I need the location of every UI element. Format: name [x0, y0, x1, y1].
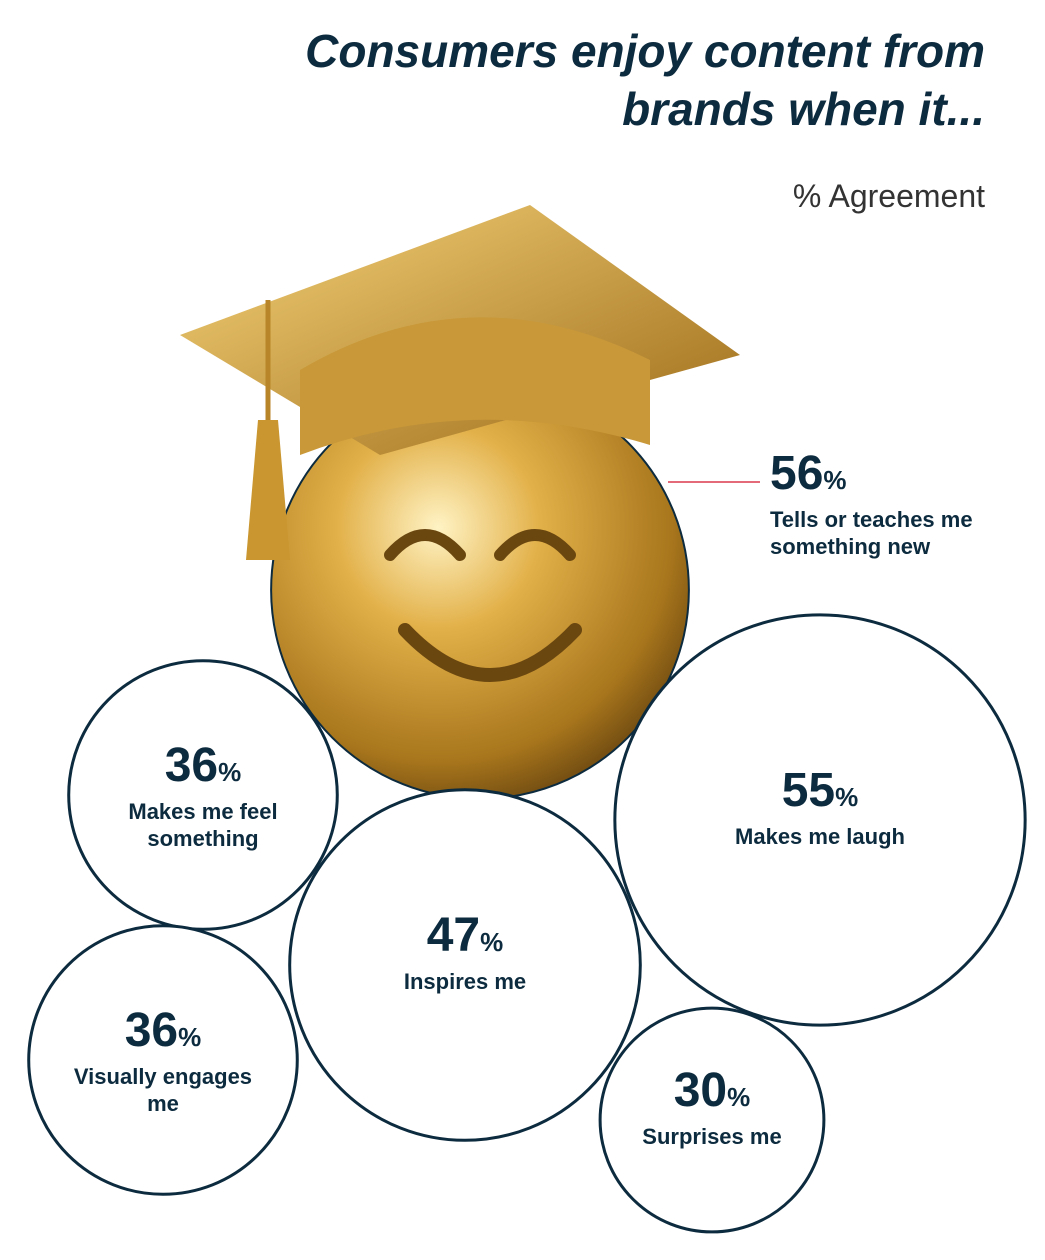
unit: % — [178, 1022, 202, 1052]
category-label: Inspires me — [403, 969, 527, 994]
bubble — [27, 924, 299, 1196]
unit: % — [218, 757, 242, 787]
value-label: 36% — [96, 740, 311, 798]
percent: 56 — [770, 447, 824, 500]
bubble — [598, 1006, 826, 1234]
chart-subtitle: % Agreement — [792, 178, 985, 214]
bubble-label: 56% Tells or teaches me something new — [770, 448, 1040, 560]
bubble-label: 47% Inspires me — [345, 910, 585, 995]
unit: % — [727, 1082, 751, 1112]
tassel — [246, 420, 290, 560]
percent: 47 — [426, 909, 481, 962]
category-label: Visually engages me — [73, 1064, 253, 1116]
emoji-face — [180, 205, 740, 682]
value-label: 56% — [770, 448, 1040, 506]
category-label: Surprises me — [642, 1124, 782, 1149]
unit: % — [823, 465, 847, 495]
bubble — [613, 613, 1027, 1027]
bubble-label: 30% Surprises me — [622, 1065, 801, 1150]
value-label: 36% — [56, 1005, 271, 1063]
category-label: Makes me laugh — [735, 824, 905, 849]
category-label: Tells or teaches me something new — [770, 507, 973, 559]
value-label: 30% — [622, 1065, 801, 1123]
eye — [494, 529, 576, 561]
bubble-label: 36% Makes me feel something — [96, 740, 311, 852]
percent: 36 — [124, 1004, 179, 1057]
unit: % — [480, 927, 504, 957]
percent: 55 — [781, 764, 836, 817]
eye — [384, 529, 466, 561]
bubble — [288, 788, 642, 1142]
category-label: Makes me feel something — [128, 799, 278, 851]
unit: % — [835, 782, 859, 812]
value-label: 47% — [345, 910, 585, 968]
chart-title: Consumers enjoy content from brands when… — [305, 25, 985, 135]
bubble — [270, 380, 690, 800]
bubble-label: 55% Makes me laugh — [700, 765, 940, 850]
bubble — [67, 659, 339, 931]
bubble-label: 36% Visually engages me — [56, 1005, 271, 1117]
mouth — [398, 623, 582, 682]
cap-band — [300, 317, 650, 455]
percent: 36 — [164, 739, 219, 792]
value-label: 55% — [700, 765, 940, 823]
percent: 30 — [673, 1064, 728, 1117]
